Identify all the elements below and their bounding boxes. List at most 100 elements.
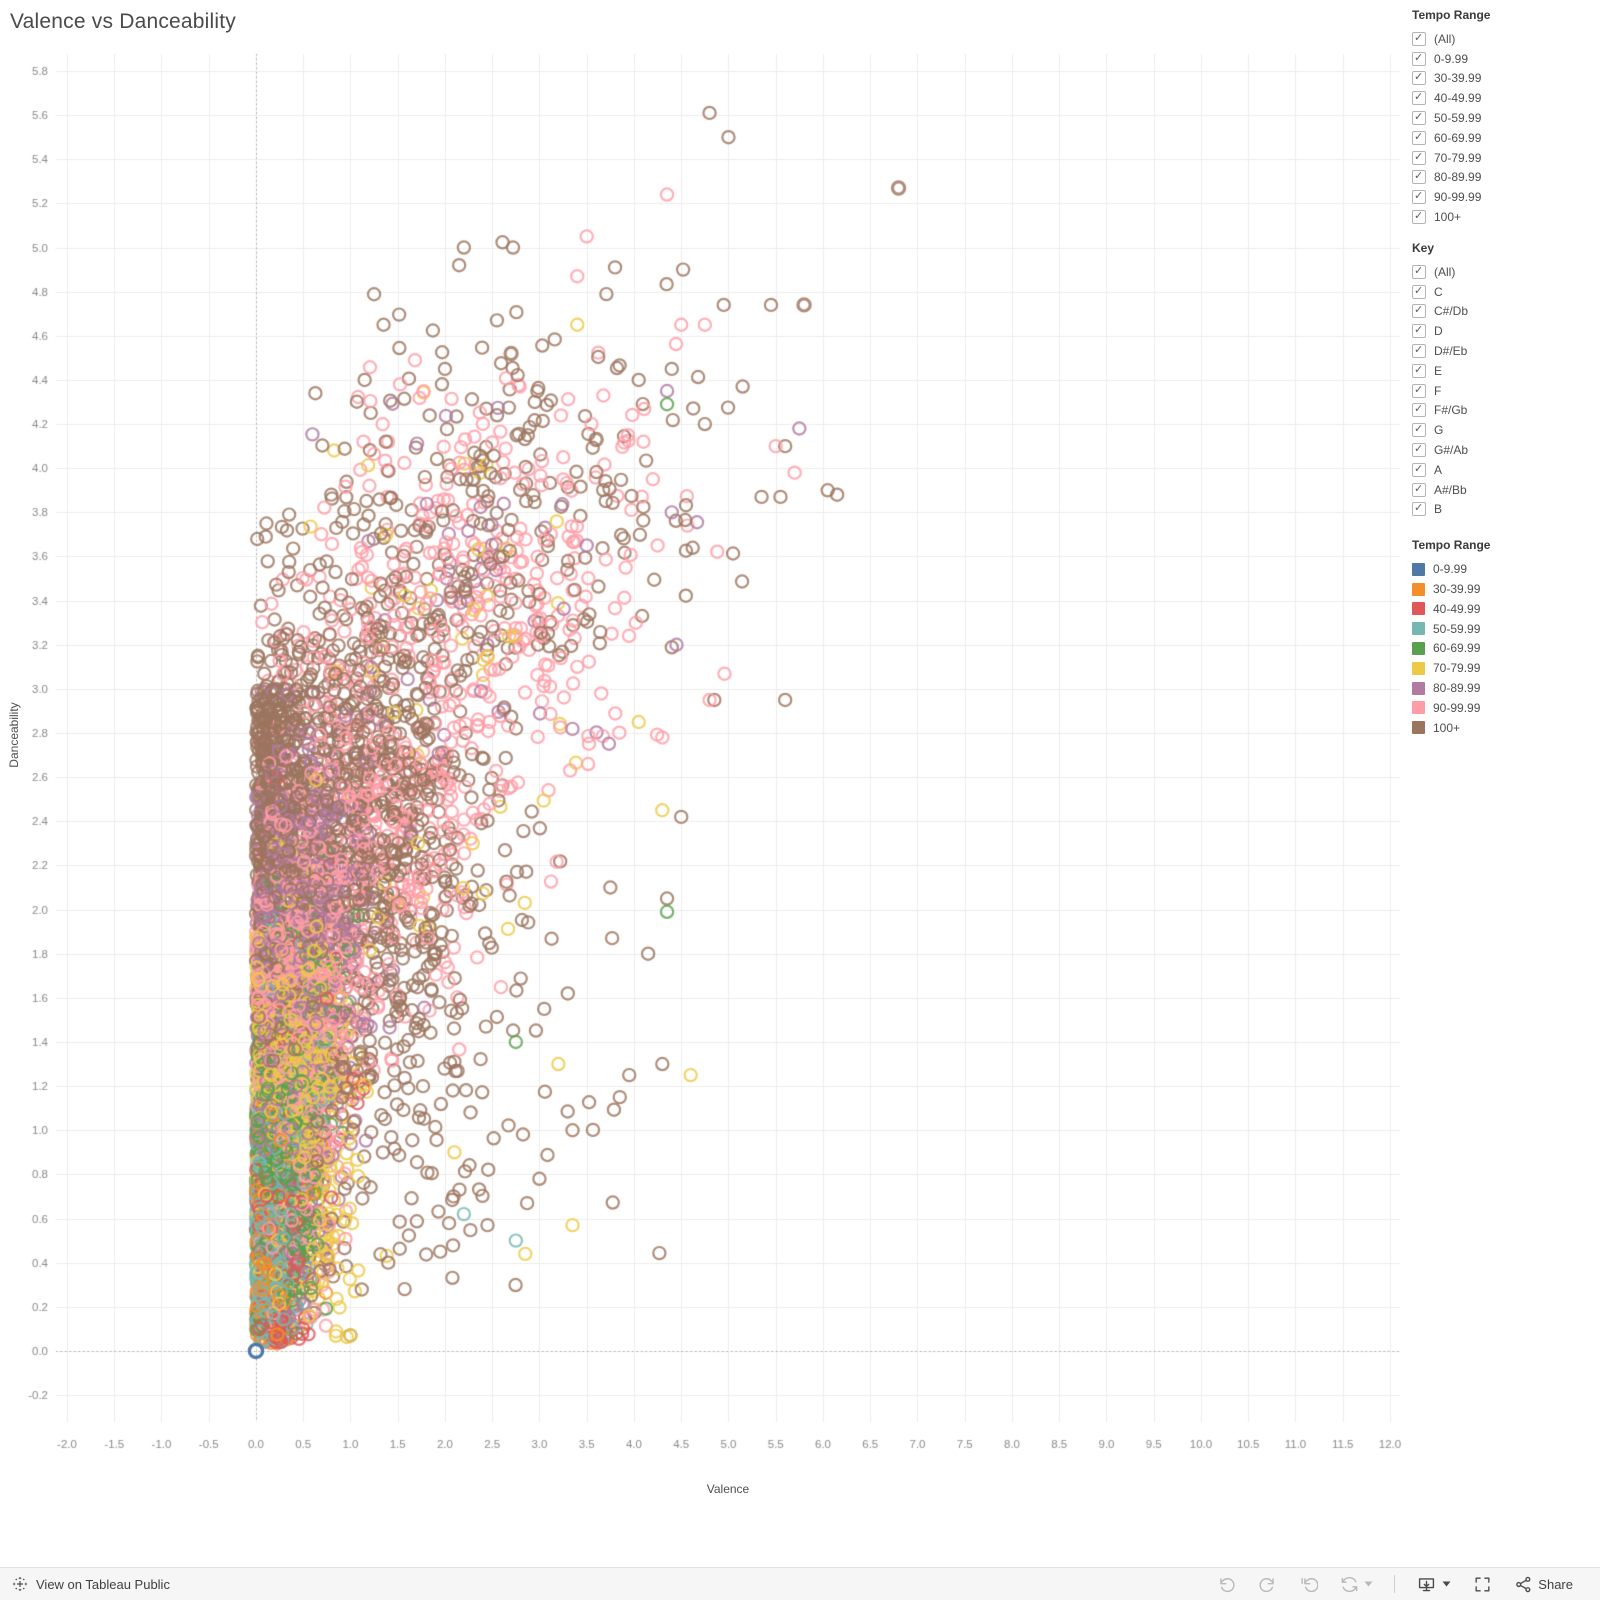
checkbox-checked-icon[interactable] <box>1412 130 1426 145</box>
legend-item[interactable]: 70-79.99 <box>1412 658 1598 678</box>
legend-item[interactable]: 50-59.99 <box>1412 619 1598 639</box>
checkbox-checked-icon[interactable] <box>1412 70 1426 86</box>
scatter-plot[interactable] <box>0 0 1600 1540</box>
legend-item-label: 30-39.99 <box>1433 582 1481 597</box>
checkbox-checked-icon[interactable] <box>1412 343 1426 359</box>
share-icon <box>1514 1575 1533 1594</box>
checkbox-checked-icon[interactable] <box>1412 31 1426 46</box>
key-options: (All) C C#/Db D <box>1412 262 1598 519</box>
fullscreen-button[interactable] <box>1473 1575 1492 1594</box>
filter-option-label: C#/Db <box>1434 304 1469 319</box>
tempo-range-filter-title: Tempo Range <box>1412 8 1491 22</box>
share-button[interactable]: Share <box>1514 1575 1573 1594</box>
filter-option[interactable]: C#/Db <box>1412 302 1598 322</box>
checkbox-checked-icon[interactable] <box>1412 363 1426 378</box>
filter-option[interactable]: 70-79.99 <box>1412 148 1598 168</box>
legend-item-label: 0-9.99 <box>1433 562 1468 577</box>
legend-swatch-icon <box>1412 721 1425 735</box>
filter-option[interactable]: 80-89.99 <box>1412 168 1598 188</box>
legend-item-label: 60-69.99 <box>1433 641 1481 656</box>
download-icon <box>1416 1575 1437 1594</box>
filter-option[interactable]: A#/Bb <box>1412 480 1598 500</box>
filter-option[interactable]: (All) <box>1412 262 1598 282</box>
tableau-logo-icon <box>12 1576 28 1592</box>
filter-option-label: 40-49.99 <box>1434 91 1482 106</box>
color-legend-title: Tempo Range <box>1412 538 1491 553</box>
legend-item[interactable]: 80-89.99 <box>1412 678 1598 698</box>
filter-option-label: A <box>1434 462 1443 477</box>
legend-swatch-icon <box>1412 641 1425 655</box>
checkbox-checked-icon[interactable] <box>1412 303 1426 319</box>
filter-option[interactable]: D <box>1412 321 1598 341</box>
legend-item[interactable]: 30-39.99 <box>1412 579 1598 599</box>
filter-option[interactable]: 40-49.99 <box>1412 88 1598 108</box>
filter-option[interactable]: 50-59.99 <box>1412 108 1598 128</box>
legend-item-label: 90-99.99 <box>1433 700 1481 715</box>
legend-swatch-icon <box>1412 622 1425 636</box>
checkbox-checked-icon[interactable] <box>1412 90 1426 106</box>
filter-option[interactable]: A <box>1412 460 1598 480</box>
checkbox-checked-icon[interactable] <box>1412 402 1426 418</box>
x-axis-title: Valence <box>706 1482 750 1496</box>
key-filter: Key (All) C C#/Db <box>1412 241 1598 519</box>
checkbox-checked-icon[interactable] <box>1412 422 1426 438</box>
legend-item[interactable]: 60-69.99 <box>1412 639 1598 659</box>
filter-option[interactable]: F <box>1412 381 1598 401</box>
filter-option[interactable]: G#/Ab <box>1412 440 1598 460</box>
legend-item[interactable]: 0-9.99 <box>1412 559 1598 579</box>
filter-option-label: 80-89.99 <box>1434 170 1482 185</box>
filter-option-label: F <box>1434 383 1442 398</box>
filter-option[interactable]: F#/Gb <box>1412 401 1598 421</box>
checkbox-checked-icon[interactable] <box>1412 442 1426 458</box>
filter-option[interactable]: G <box>1412 420 1598 440</box>
checkbox-checked-icon[interactable] <box>1412 383 1426 398</box>
filter-option-label: 100+ <box>1434 210 1462 225</box>
filter-option[interactable]: 90-99.99 <box>1412 187 1598 207</box>
checkbox-checked-icon[interactable] <box>1412 264 1426 279</box>
checkbox-checked-icon[interactable] <box>1412 169 1426 185</box>
filter-option[interactable]: 0-9.99 <box>1412 49 1598 69</box>
view-on-tableau-public-label: View on Tableau Public <box>36 1576 170 1592</box>
redo-button[interactable] <box>1258 1575 1277 1594</box>
toolbar-buttons: Share <box>1206 1575 1584 1594</box>
download-button[interactable] <box>1416 1575 1451 1594</box>
checkbox-checked-icon[interactable] <box>1412 189 1426 205</box>
filter-option-label: A#/Bb <box>1434 482 1467 497</box>
filter-option[interactable]: 100+ <box>1412 207 1598 227</box>
legend-item[interactable]: 40-49.99 <box>1412 599 1598 619</box>
legend-item[interactable]: 100+ <box>1412 718 1598 738</box>
filter-option[interactable]: D#/Eb <box>1412 341 1598 361</box>
checkbox-checked-icon[interactable] <box>1412 482 1426 497</box>
key-filter-title: Key <box>1412 240 1435 255</box>
checkbox-checked-icon[interactable] <box>1412 209 1426 225</box>
revert-button[interactable] <box>1299 1575 1319 1594</box>
legend-swatch-icon <box>1412 582 1425 596</box>
filter-option[interactable]: 30-39.99 <box>1412 69 1598 89</box>
checkbox-checked-icon[interactable] <box>1412 150 1426 165</box>
checkbox-checked-icon[interactable] <box>1412 323 1426 339</box>
view-on-tableau-public-link[interactable]: View on Tableau Public <box>12 1576 170 1592</box>
filter-option[interactable]: (All) <box>1412 29 1598 49</box>
checkbox-checked-icon[interactable] <box>1412 284 1426 299</box>
legend-item[interactable]: 90-99.99 <box>1412 698 1598 718</box>
refresh-caret-icon <box>1364 1581 1373 1587</box>
legend-item-label: 80-89.99 <box>1433 681 1481 695</box>
legend-item-label: 100+ <box>1433 720 1461 735</box>
filter-option-label: 60-69.99 <box>1434 130 1482 145</box>
filter-option[interactable]: C <box>1412 282 1598 302</box>
filter-option[interactable]: E <box>1412 361 1598 381</box>
filter-option-label: 0-9.99 <box>1434 51 1469 66</box>
checkbox-checked-icon[interactable] <box>1412 51 1426 66</box>
filter-option[interactable]: B <box>1412 500 1598 520</box>
filter-option[interactable]: 60-69.99 <box>1412 128 1598 148</box>
filter-option-label: 30-39.99 <box>1434 71 1482 86</box>
legend-swatch-icon <box>1412 681 1425 695</box>
checkbox-checked-icon[interactable] <box>1412 462 1426 477</box>
checkbox-checked-icon[interactable] <box>1412 110 1426 126</box>
legend-swatch-icon <box>1412 661 1425 675</box>
undo-button[interactable] <box>1217 1575 1236 1594</box>
checkbox-checked-icon[interactable] <box>1412 501 1426 517</box>
refresh-button[interactable] <box>1340 1575 1373 1594</box>
legend-item-label: 50-59.99 <box>1433 621 1481 636</box>
